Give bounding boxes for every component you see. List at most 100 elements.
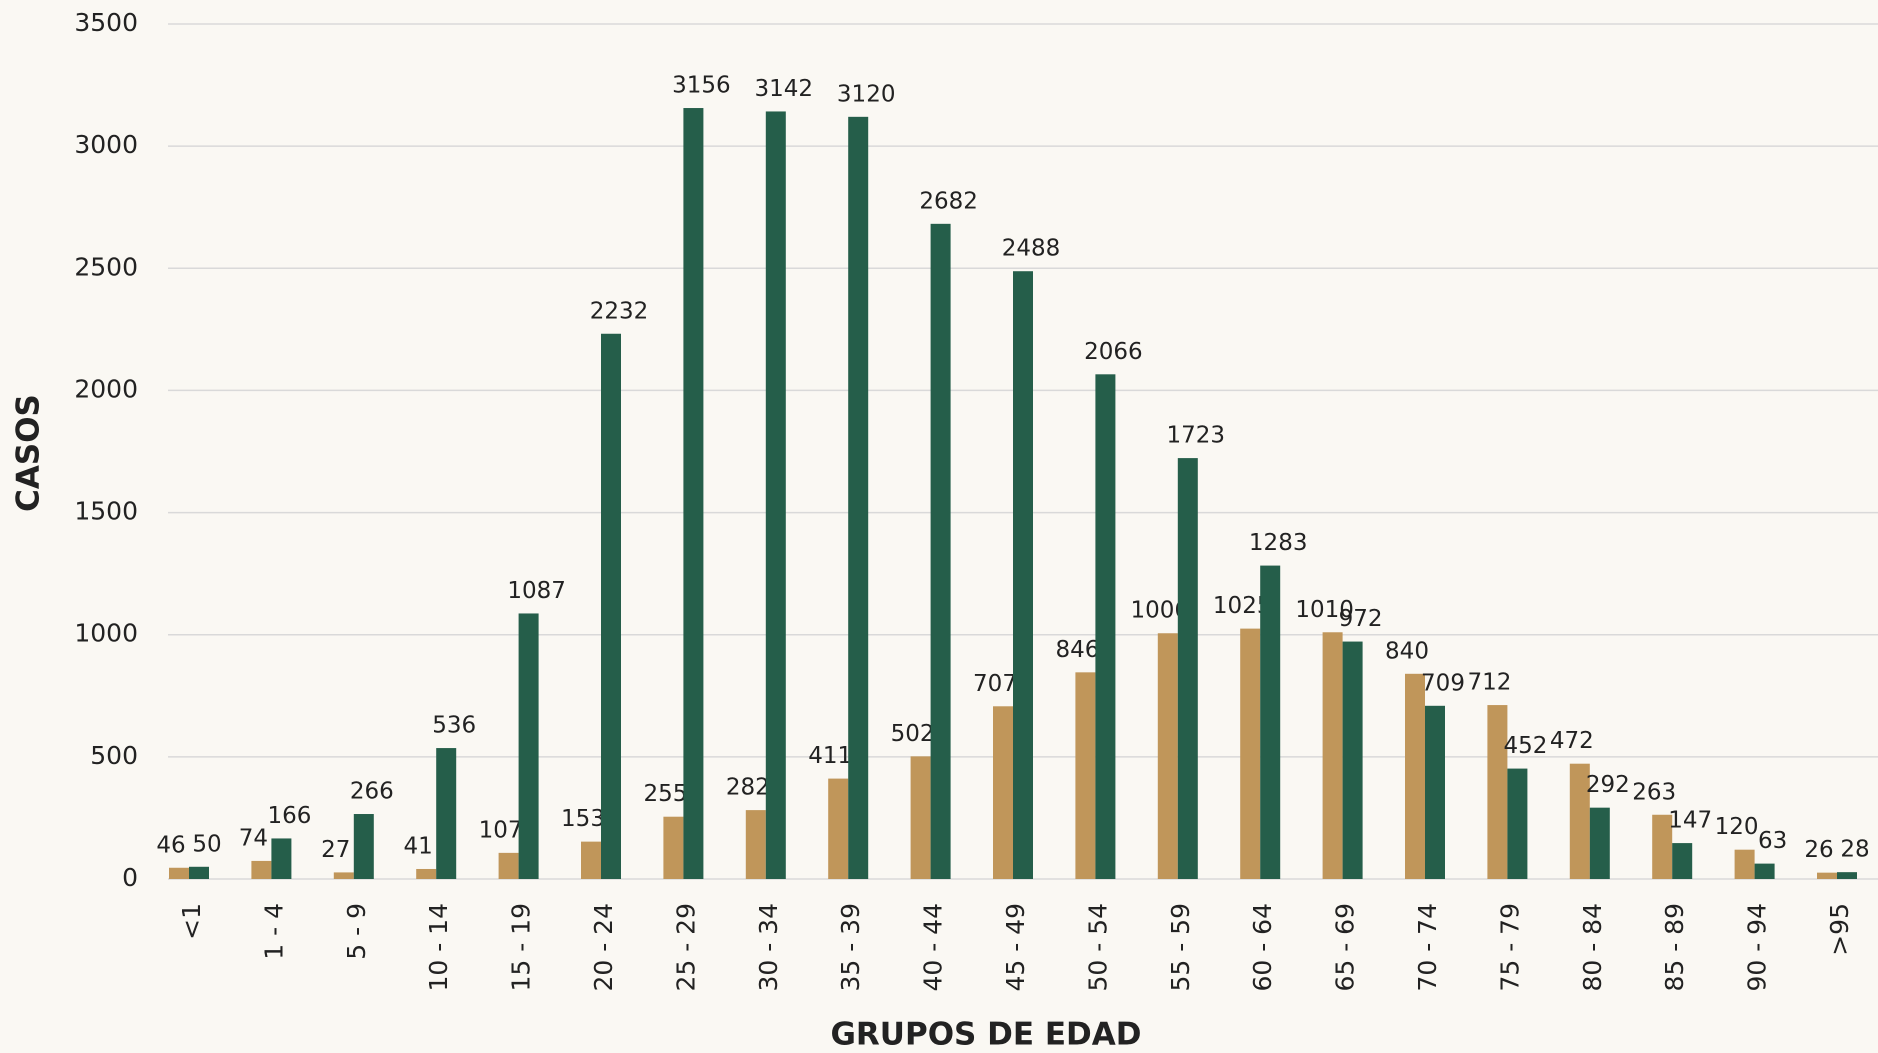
data-label: 1283 (1249, 530, 1308, 556)
bar (1754, 863, 1775, 879)
data-label: 255 (643, 781, 687, 807)
data-label: 472 (1550, 728, 1594, 754)
data-label: 46 (156, 832, 185, 858)
bar (416, 868, 437, 879)
data-label: 840 (1385, 638, 1429, 664)
data-label: 846 (1055, 637, 1099, 663)
bar (663, 816, 684, 879)
bar (1589, 807, 1610, 879)
x-tick-label: 85 - 89 (1660, 903, 1689, 992)
bar (993, 706, 1013, 879)
data-label: 1010 (1295, 597, 1354, 623)
bar (581, 841, 601, 879)
bar (1322, 632, 1343, 879)
data-label: 972 (1339, 606, 1383, 632)
y-tick-label: 2500 (74, 252, 138, 281)
data-label: 3156 (672, 73, 731, 99)
bar (765, 111, 786, 879)
data-label: 292 (1586, 772, 1630, 798)
data-label: 147 (1668, 808, 1712, 834)
data-label: 28 (1840, 837, 1869, 863)
bar (1157, 633, 1178, 879)
data-label: 1723 (1167, 423, 1226, 449)
x-tick-label: 35 - 39 (836, 903, 865, 992)
y-tick-label: 1500 (74, 497, 138, 526)
x-tick-label: 75 - 79 (1495, 903, 1524, 992)
x-tick-label: 55 - 59 (1166, 903, 1195, 992)
data-label: 707 (973, 671, 1017, 697)
x-tick-label: 65 - 69 (1331, 903, 1360, 992)
bar (1672, 843, 1693, 879)
bar (910, 756, 931, 879)
bar (601, 333, 621, 879)
x-tick-label: 20 - 24 (589, 903, 618, 992)
bar (271, 838, 292, 879)
bar (745, 810, 766, 879)
bar (189, 866, 209, 879)
data-label: 411 (808, 743, 852, 769)
bar (1569, 763, 1590, 879)
data-label: 2488 (1002, 236, 1061, 262)
x-axis-label: GRUPOS DE EDAD (830, 1017, 1141, 1053)
bar (169, 867, 189, 879)
data-label: 712 (1467, 670, 1511, 696)
data-label: 74 (239, 825, 268, 851)
data-label: 452 (1503, 733, 1547, 759)
y-tick-label: 2000 (74, 374, 138, 403)
x-tick-label: 10 - 14 (424, 903, 453, 992)
y-tick-label: 3500 (74, 8, 138, 37)
data-label: 41 (404, 833, 433, 859)
x-tick-label: 15 - 19 (507, 903, 536, 992)
x-tick-label: 80 - 84 (1578, 903, 1607, 992)
bar (848, 116, 869, 880)
bar (518, 613, 539, 879)
x-tick-label: >95 (1825, 903, 1854, 956)
x-tick-label: 70 - 74 (1413, 903, 1442, 992)
data-label: 2232 (590, 298, 649, 324)
bar (1425, 705, 1445, 879)
data-label: 3142 (755, 76, 814, 102)
bar (1817, 872, 1837, 879)
data-label: 266 (350, 779, 394, 805)
y-tick-label: 0 (122, 863, 138, 892)
x-tick-label: 40 - 44 (919, 903, 948, 992)
x-tick-label: 50 - 54 (1083, 903, 1112, 992)
data-label: 536 (432, 713, 476, 739)
data-label: 50 (192, 831, 221, 857)
data-label: 26 (1804, 837, 1833, 863)
y-tick-label: 500 (90, 741, 138, 770)
bar (436, 748, 457, 879)
bar (1260, 565, 1281, 879)
data-label: 63 (1758, 828, 1787, 854)
bar (1507, 768, 1528, 879)
data-label: 2682 (919, 188, 978, 214)
y-tick-label: 1000 (74, 619, 138, 648)
bar (1487, 705, 1508, 879)
bar (1734, 849, 1755, 879)
bar (683, 108, 704, 879)
x-tick-label: 30 - 34 (754, 903, 783, 992)
bar (498, 852, 519, 879)
data-label: 2066 (1084, 339, 1143, 365)
bar (1837, 872, 1857, 879)
bar (1075, 672, 1096, 879)
bar (930, 223, 951, 880)
x-tick-label: 90 - 94 (1743, 903, 1772, 992)
data-label: 263 (1632, 779, 1676, 805)
data-label: 502 (891, 721, 935, 747)
bar (1342, 641, 1363, 879)
data-label: 107 (479, 817, 523, 843)
data-label: 153 (561, 806, 605, 832)
y-axis-label: CASOS (11, 394, 47, 512)
data-label: 27 (321, 837, 350, 863)
x-tick-label: 5 - 9 (342, 903, 371, 960)
data-label: 120 (1715, 814, 1759, 840)
data-label: 709 (1421, 670, 1465, 696)
x-tick-label: 25 - 29 (671, 903, 700, 992)
bar (1240, 628, 1261, 879)
data-label: 1087 (507, 578, 566, 604)
bar (1095, 374, 1116, 879)
bar (1405, 673, 1425, 879)
bar (1652, 814, 1673, 879)
x-tick-label: <1 (177, 903, 206, 940)
